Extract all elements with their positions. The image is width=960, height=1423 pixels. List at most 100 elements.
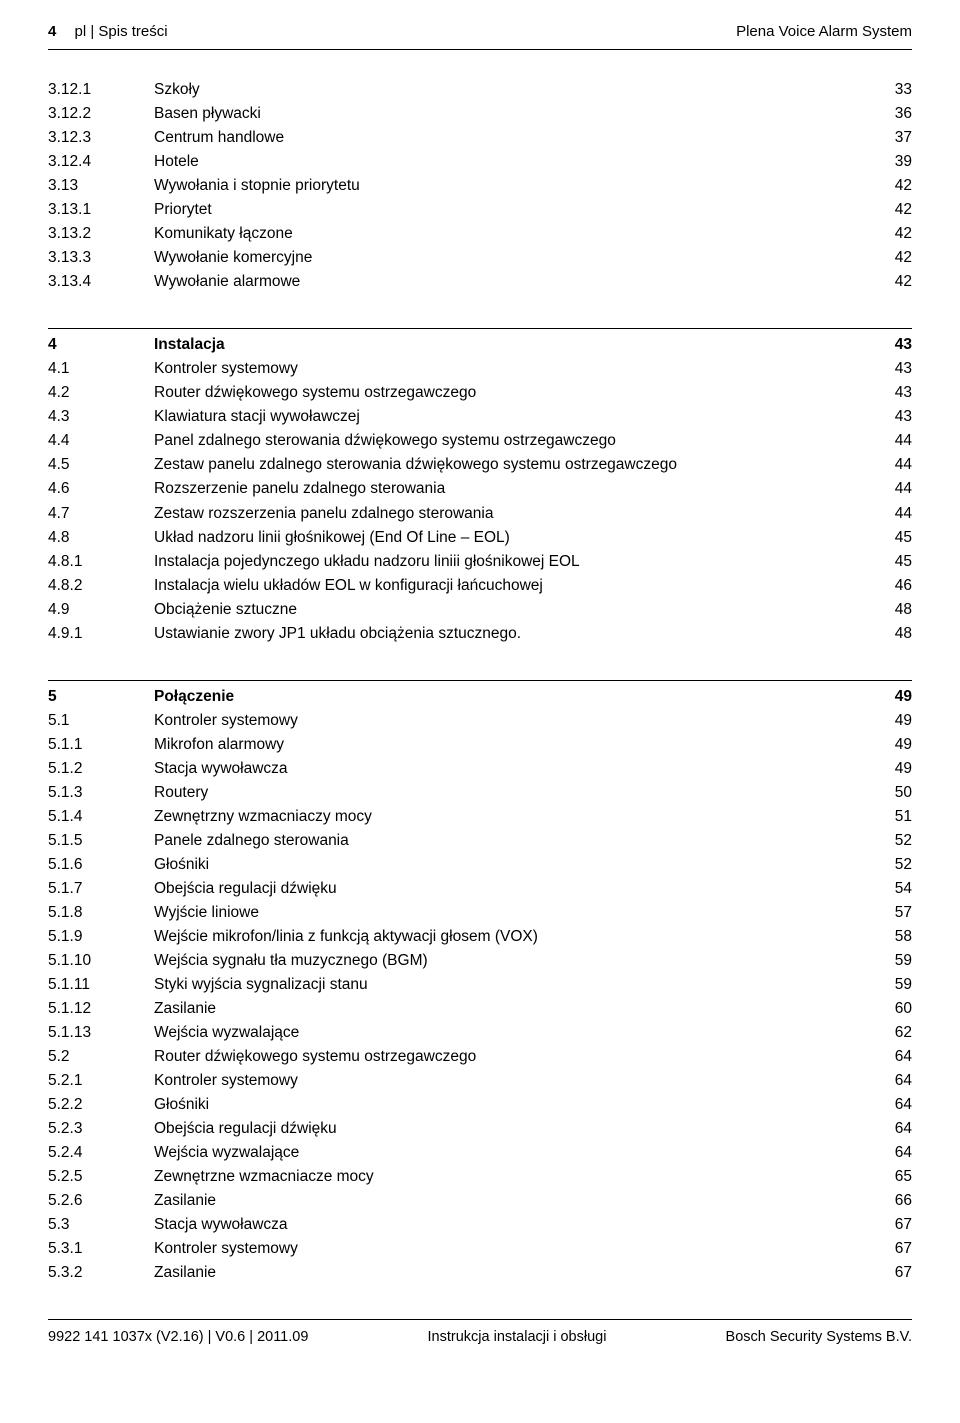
toc-row: 5.1.3Routery50: [48, 781, 912, 805]
page-footer: 9922 141 1037x (V2.16) | V0.6 | 2011.09 …: [48, 1319, 912, 1348]
toc-row: 5.3Stacja wywoławcza67: [48, 1213, 912, 1237]
toc-title: Układ nadzoru linii głośnikowej (End Of …: [154, 526, 882, 550]
toc-row: 3.13.2Komunikaty łączone42: [48, 222, 912, 246]
toc-page: 57: [882, 901, 912, 925]
toc-row: 4.2Router dźwiękowego systemu ostrzegawc…: [48, 381, 912, 405]
toc-title: Zestaw rozszerzenia panelu zdalnego ster…: [154, 502, 882, 526]
toc-row: 5.1.6Głośniki52: [48, 853, 912, 877]
toc-page: 59: [882, 949, 912, 973]
toc-title: Basen pływacki: [154, 102, 882, 126]
toc-row: 4.9.1Ustawianie zwory JP1 układu obciąże…: [48, 622, 912, 646]
toc-title: Komunikaty łączone: [154, 222, 882, 246]
toc-num: 4.6: [48, 477, 154, 501]
toc-title: Stacja wywoławcza: [154, 1213, 882, 1237]
toc-page: 67: [882, 1213, 912, 1237]
toc-num: 3.13.1: [48, 198, 154, 222]
toc-block: 4Instalacja434.1Kontroler systemowy434.2…: [48, 328, 912, 645]
toc-page: 64: [882, 1117, 912, 1141]
toc-num: 4.5: [48, 453, 154, 477]
toc-row: 5.2.3Obejścia regulacji dźwięku64: [48, 1117, 912, 1141]
page-header: 4 pl | Spis treści Plena Voice Alarm Sys…: [48, 20, 912, 50]
toc-page: 45: [882, 550, 912, 574]
toc-num: 3.13.2: [48, 222, 154, 246]
toc-block: 5Połączenie495.1Kontroler systemowy495.1…: [48, 680, 912, 1285]
toc-page: 58: [882, 925, 912, 949]
toc-num: 3.13: [48, 174, 154, 198]
toc-title: Wywołanie komercyjne: [154, 246, 882, 270]
toc-title: Rozszerzenie panelu zdalnego sterowania: [154, 477, 882, 501]
toc-page: 64: [882, 1045, 912, 1069]
toc-row: 4.5Zestaw panelu zdalnego sterowania dźw…: [48, 453, 912, 477]
toc-row: 4.6Rozszerzenie panelu zdalnego sterowan…: [48, 477, 912, 501]
toc-row: 3.12.1Szkoły33: [48, 78, 912, 102]
toc-page: 54: [882, 877, 912, 901]
toc-row: 5.1.11Styki wyjścia sygnalizacji stanu59: [48, 973, 912, 997]
toc-page: 43: [882, 357, 912, 381]
toc-page: 51: [882, 805, 912, 829]
toc-page: 42: [882, 198, 912, 222]
toc-num: 4.7: [48, 502, 154, 526]
toc-title: Zewnętrzne wzmacniacze mocy: [154, 1165, 882, 1189]
toc-block: 3.12.1Szkoły333.12.2Basen pływacki36 3.12…: [48, 78, 912, 294]
footer-left: 9922 141 1037x (V2.16) | V0.6 | 2011.09: [48, 1326, 308, 1348]
toc-row: 5.2Router dźwiękowego systemu ostrzegawc…: [48, 1045, 912, 1069]
toc-page: 64: [882, 1069, 912, 1093]
toc-row: 5.1.9Wejście mikrofon/linia z funkcją ak…: [48, 925, 912, 949]
toc-page: 43: [882, 381, 912, 405]
toc-row: 5.1.7Obejścia regulacji dźwięku54: [48, 877, 912, 901]
toc-title: Połączenie: [154, 685, 882, 709]
toc-page: 49: [882, 757, 912, 781]
footer-center: Instrukcja instalacji i obsługi: [428, 1326, 607, 1348]
toc-num: 4.8.2: [48, 574, 154, 598]
toc-title: Wejścia sygnału tła muzycznego (BGM): [154, 949, 882, 973]
toc-row: 5.1.1Mikrofon alarmowy49: [48, 733, 912, 757]
toc-num: 5.1.9: [48, 925, 154, 949]
toc-title: Centrum handlowe: [154, 126, 882, 150]
toc-num: 3.13.4: [48, 270, 154, 294]
toc-title: Kontroler systemowy: [154, 357, 882, 381]
toc-num: 5.2.3: [48, 1117, 154, 1141]
toc-row: 5.1.13Wejścia wyzwalające62: [48, 1021, 912, 1045]
toc-title: Panel zdalnego sterowania dźwiękowego sy…: [154, 429, 882, 453]
toc-row: 5.1.4Zewnętrzny wzmacniaczy mocy51: [48, 805, 912, 829]
toc-title: Obejścia regulacji dźwięku: [154, 877, 882, 901]
toc-page: 39: [882, 150, 912, 174]
toc-title: Hotele: [154, 150, 882, 174]
toc-row: 5.1.12Zasilanie60: [48, 997, 912, 1021]
toc-num: 5.1.4: [48, 805, 154, 829]
toc-num: 5.1.5: [48, 829, 154, 853]
toc-page: 59: [882, 973, 912, 997]
toc-title: Wejścia wyzwalające: [154, 1021, 882, 1045]
toc-page: 50: [882, 781, 912, 805]
toc-row: 5.1.10Wejścia sygnału tła muzycznego (BG…: [48, 949, 912, 973]
toc-page: 49: [882, 709, 912, 733]
toc-page: 44: [882, 453, 912, 477]
toc-num: 5.2.2: [48, 1093, 154, 1117]
toc-title: Zestaw panelu zdalnego sterowania dźwięk…: [154, 453, 882, 477]
toc-num: 5.2.6: [48, 1189, 154, 1213]
toc-num: 5.2.4: [48, 1141, 154, 1165]
toc-num: 4.2: [48, 381, 154, 405]
toc-row: 4.9Obciążenie sztuczne48: [48, 598, 912, 622]
toc-title: Styki wyjścia sygnalizacji stanu: [154, 973, 882, 997]
toc-num: 5.1.7: [48, 877, 154, 901]
toc-title: Stacja wywoławcza: [154, 757, 882, 781]
toc-num: 4.8.1: [48, 550, 154, 574]
toc-title: Wejścia wyzwalające: [154, 1141, 882, 1165]
toc-page: 42: [882, 174, 912, 198]
header-product: Plena Voice Alarm System: [736, 20, 912, 43]
toc-row: 4.8.2Instalacja wielu układów EOL w konf…: [48, 574, 912, 598]
toc-title: Priorytet: [154, 198, 882, 222]
toc-page: 49: [882, 733, 912, 757]
toc-row: 3.12.4Hotele39: [48, 150, 912, 174]
toc-page: 43: [882, 405, 912, 429]
toc-title: Głośniki: [154, 853, 882, 877]
toc-num: 5.3.2: [48, 1261, 154, 1285]
toc-num: 5.1.11: [48, 973, 154, 997]
toc-row: 5.1.5Panele zdalnego sterowania52: [48, 829, 912, 853]
toc-page: 37: [882, 126, 912, 150]
toc-num: 5.1.8: [48, 901, 154, 925]
toc-num: 5.2.1: [48, 1069, 154, 1093]
toc-row: 3.13Wywołania i stopnie priorytetu42: [48, 174, 912, 198]
toc-row: 3.12.2Basen pływacki36: [48, 102, 912, 126]
